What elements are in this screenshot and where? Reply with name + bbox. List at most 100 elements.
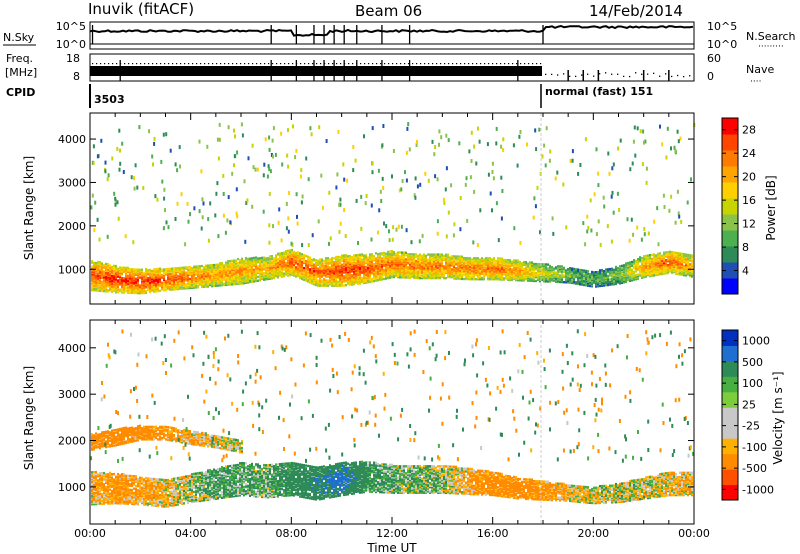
rti-cell bbox=[189, 212, 191, 217]
rti-cell bbox=[371, 126, 374, 131]
rti-cell bbox=[383, 256, 385, 260]
rti-cell bbox=[329, 276, 331, 280]
rti-cell bbox=[465, 257, 467, 260]
rti-cell bbox=[209, 277, 211, 280]
rti-cell bbox=[343, 254, 345, 257]
rti-cell bbox=[347, 259, 349, 262]
rti-cell bbox=[685, 261, 687, 264]
rti-cell bbox=[557, 269, 559, 272]
rti-cell bbox=[645, 166, 648, 171]
rti-cell bbox=[111, 285, 113, 288]
rti-cell bbox=[381, 252, 383, 255]
rti-cell bbox=[341, 275, 343, 278]
rti-cell bbox=[347, 264, 349, 267]
rti-cell bbox=[667, 265, 669, 268]
rti-cell bbox=[313, 276, 315, 279]
rti-cell bbox=[557, 278, 559, 281]
rti-cell bbox=[433, 257, 435, 260]
rti-cell bbox=[123, 284, 125, 288]
rti-cell bbox=[533, 262, 535, 266]
rti-cell bbox=[141, 272, 143, 275]
rti-cell bbox=[483, 259, 485, 263]
rti-cell bbox=[587, 270, 589, 273]
nave-dot bbox=[587, 73, 589, 75]
rti-cell bbox=[423, 269, 425, 272]
rti-cell bbox=[633, 261, 635, 264]
rti-cell bbox=[533, 273, 535, 276]
rti-cell bbox=[381, 259, 383, 263]
rti-cell bbox=[193, 285, 195, 288]
rti-cell bbox=[537, 268, 539, 271]
rti-cell bbox=[369, 269, 371, 272]
rti-cell bbox=[547, 267, 549, 270]
rti-cell bbox=[677, 266, 679, 269]
rti-cell bbox=[463, 266, 465, 269]
rti-cell bbox=[473, 262, 475, 265]
rti-cell bbox=[249, 270, 251, 273]
rti-cell bbox=[209, 282, 211, 285]
rti-cell bbox=[477, 274, 479, 277]
rti-cell bbox=[217, 266, 219, 269]
rti-cell bbox=[107, 283, 109, 287]
rti-cell bbox=[297, 272, 299, 275]
rti-cell bbox=[135, 284, 137, 287]
rti-cell bbox=[351, 266, 353, 269]
rti-cell bbox=[173, 269, 175, 273]
rti-cell bbox=[213, 278, 215, 281]
rti-cell bbox=[385, 260, 387, 263]
rti-cell bbox=[189, 272, 191, 275]
rti-cell bbox=[685, 269, 687, 272]
rti-cell bbox=[141, 277, 143, 281]
rti-cell bbox=[305, 274, 307, 277]
rti-cell bbox=[139, 271, 141, 274]
rti-cell bbox=[353, 272, 355, 275]
rti-cell bbox=[207, 273, 209, 276]
rti-cell bbox=[371, 161, 374, 166]
rti-cell bbox=[123, 290, 125, 293]
rti-cell bbox=[539, 263, 541, 266]
rti-cell bbox=[301, 258, 303, 261]
cpid-first: 3503 bbox=[94, 93, 125, 106]
rti-cell bbox=[407, 271, 409, 274]
rti-cell bbox=[481, 259, 483, 263]
rti-cell bbox=[621, 268, 623, 271]
rti-cell bbox=[339, 255, 341, 259]
rti-cell bbox=[527, 270, 529, 273]
rti-cell bbox=[509, 266, 511, 270]
rti-cell bbox=[337, 129, 340, 134]
rti-cell bbox=[187, 277, 189, 281]
rti-cell bbox=[273, 261, 275, 264]
rti-cell bbox=[101, 274, 103, 277]
rti-cell bbox=[635, 263, 637, 267]
rti-cell bbox=[513, 276, 515, 279]
rti-cell bbox=[423, 254, 425, 258]
rti-cell bbox=[527, 271, 529, 274]
rti-cell bbox=[215, 281, 217, 285]
rti-cell bbox=[105, 271, 107, 275]
rti-cell bbox=[287, 258, 289, 262]
rti-cell bbox=[161, 282, 163, 286]
rti-cell bbox=[593, 192, 596, 197]
rti-cell bbox=[243, 267, 245, 270]
rti-cell bbox=[689, 274, 691, 278]
rti-cell bbox=[539, 265, 541, 268]
rti-cell bbox=[685, 258, 687, 261]
rti-cell bbox=[459, 255, 461, 258]
rti-cell bbox=[357, 272, 359, 275]
rti-cell bbox=[385, 273, 387, 276]
rti-cell bbox=[587, 284, 589, 287]
rti-cell bbox=[491, 276, 493, 280]
rti-cell bbox=[361, 278, 363, 281]
rti-cell bbox=[262, 173, 265, 178]
rti-cell bbox=[247, 278, 249, 282]
rti-cell bbox=[401, 274, 403, 278]
nave-dot bbox=[520, 63, 522, 65]
rti-cell bbox=[677, 139, 680, 144]
rti-cell bbox=[217, 277, 219, 281]
rti-cell bbox=[283, 259, 285, 262]
rti-cell bbox=[544, 163, 547, 168]
rti-cell bbox=[187, 271, 189, 274]
rti-cell bbox=[197, 278, 199, 281]
nave-dot bbox=[460, 63, 462, 65]
rti-cell bbox=[213, 283, 215, 286]
